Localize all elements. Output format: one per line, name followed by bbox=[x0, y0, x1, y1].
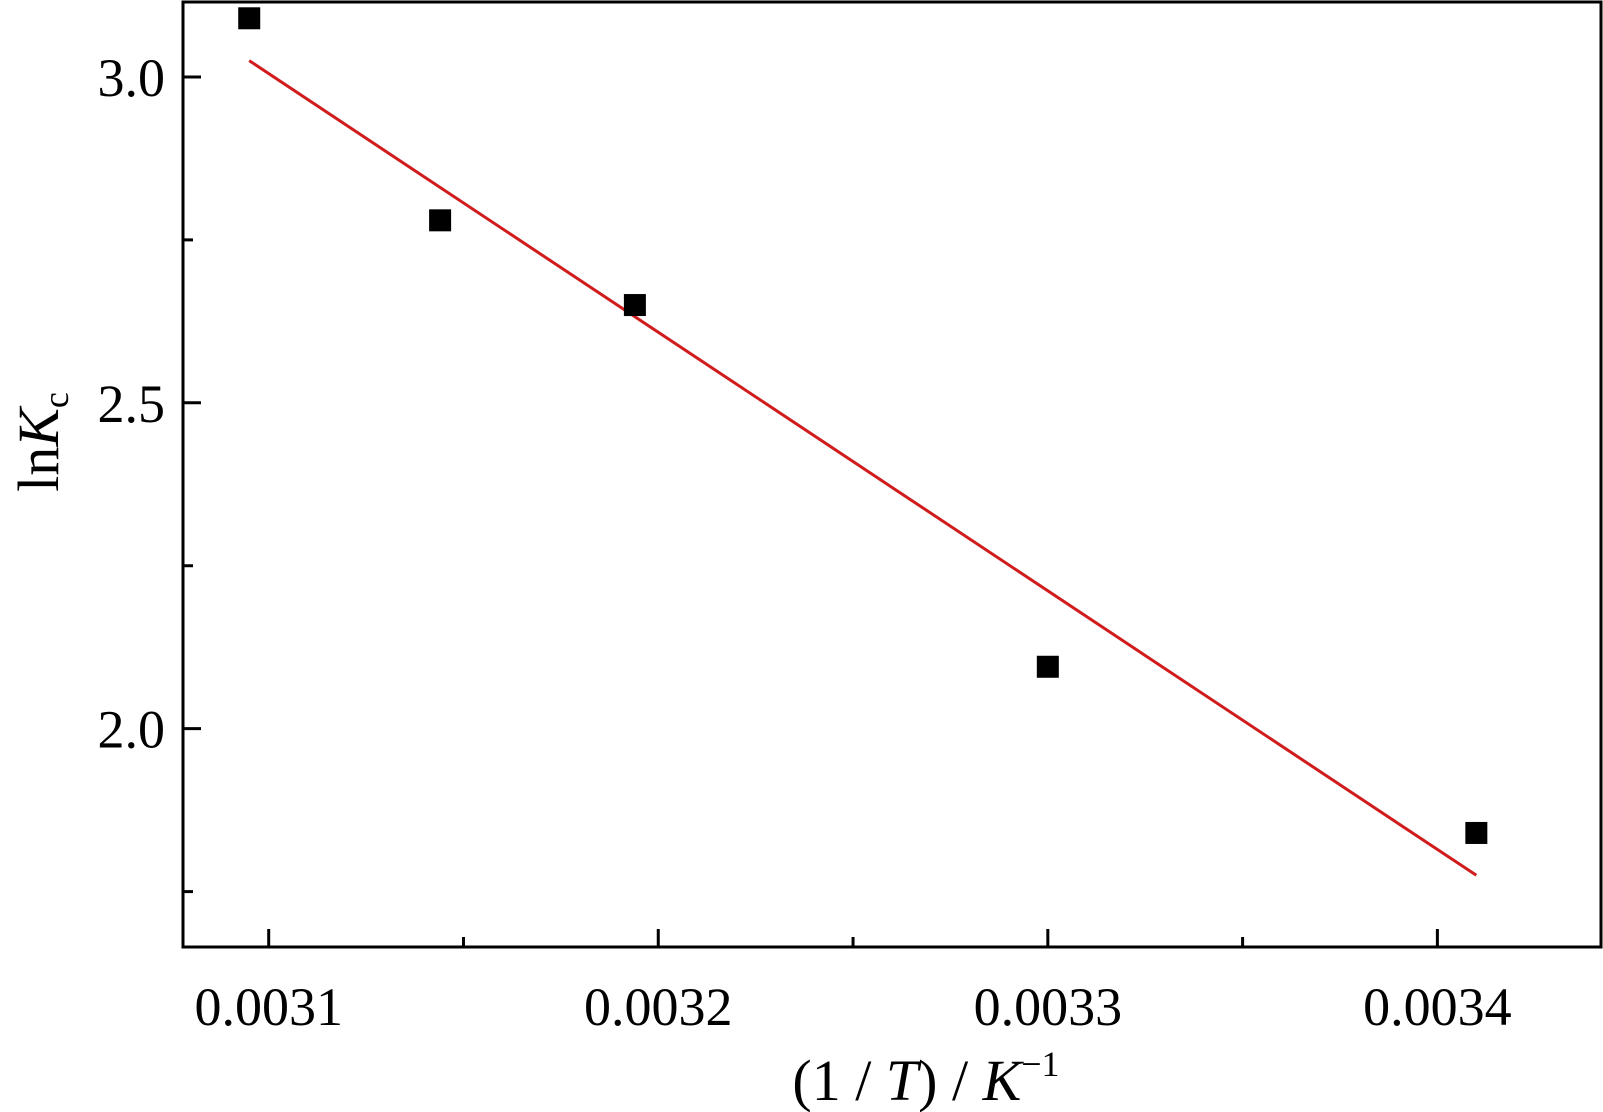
x-tick-label: 0.0033 bbox=[974, 977, 1123, 1037]
x-tick-label: 0.0034 bbox=[1363, 977, 1512, 1037]
y-axis-fn: ln bbox=[6, 447, 71, 492]
data-point bbox=[429, 209, 452, 232]
x-axis-var: T bbox=[886, 1048, 922, 1112]
data-point bbox=[1036, 655, 1059, 678]
data-point bbox=[623, 294, 646, 317]
x-tick-label: 0.0031 bbox=[194, 977, 343, 1037]
data-point bbox=[238, 7, 261, 30]
x-axis-prefix: (1 / bbox=[792, 1048, 885, 1112]
y-tick-label: 3.0 bbox=[98, 48, 166, 108]
y-axis-title: lnKc bbox=[6, 392, 76, 492]
x-axis-suffix: ) / bbox=[918, 1048, 982, 1112]
plot-layer: 0.0031 0.0032 0.0033 0.0034 2.0 2.5 3.0 bbox=[98, 7, 1512, 1037]
y-tick-label: 2.5 bbox=[98, 374, 166, 434]
x-tick-label: 0.0032 bbox=[584, 977, 733, 1037]
plot-frame bbox=[181, 0, 1603, 949]
y-tick-label: 2.0 bbox=[98, 700, 166, 760]
x-axis-unit: K bbox=[982, 1048, 1025, 1112]
fit-line bbox=[248, 59, 1478, 877]
data-point bbox=[1465, 821, 1488, 844]
y-axis-sub: c bbox=[36, 392, 76, 408]
x-axis-title: (1 / T) / K−1 bbox=[792, 1044, 1059, 1112]
x-axis-exp: −1 bbox=[1021, 1044, 1059, 1084]
y-axis-var: K bbox=[6, 405, 71, 448]
